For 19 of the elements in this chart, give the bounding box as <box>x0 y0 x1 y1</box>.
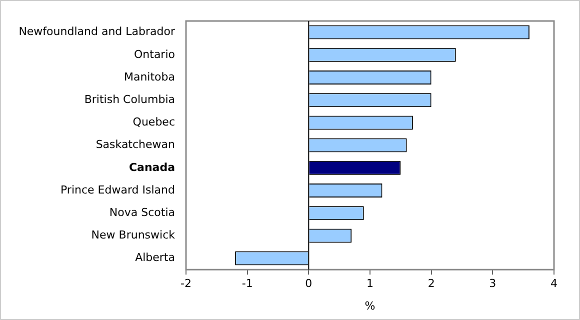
y-tick-label: British Columbia <box>84 92 175 106</box>
x-tick-label: -2 <box>180 277 192 290</box>
y-tick-label: Newfoundland and Labrador <box>18 25 176 38</box>
y-tick-label: Saskatchewan <box>96 138 176 152</box>
y-tick-label: Nova Scotia <box>109 206 175 219</box>
x-tick-label: 0 <box>305 277 312 290</box>
y-tick-label: Quebec <box>132 116 175 129</box>
x-tick-label: -1 <box>242 277 253 290</box>
y-tick-label: Manitoba <box>124 70 175 84</box>
y-tick-label: Canada <box>128 160 175 174</box>
y-tick-label: New Brunswick <box>91 228 176 242</box>
x-tick-label: 3 <box>489 277 496 290</box>
y-tick-label: Ontario <box>134 48 176 61</box>
y-tick-label: Alberta <box>135 251 175 264</box>
x-axis-title: % <box>364 299 376 312</box>
x-tick-label: 1 <box>366 277 374 290</box>
x-tick-label: 4 <box>550 277 558 290</box>
y-tick-label: Prince Edward Island <box>60 183 175 196</box>
x-tick-label: 2 <box>428 277 435 290</box>
